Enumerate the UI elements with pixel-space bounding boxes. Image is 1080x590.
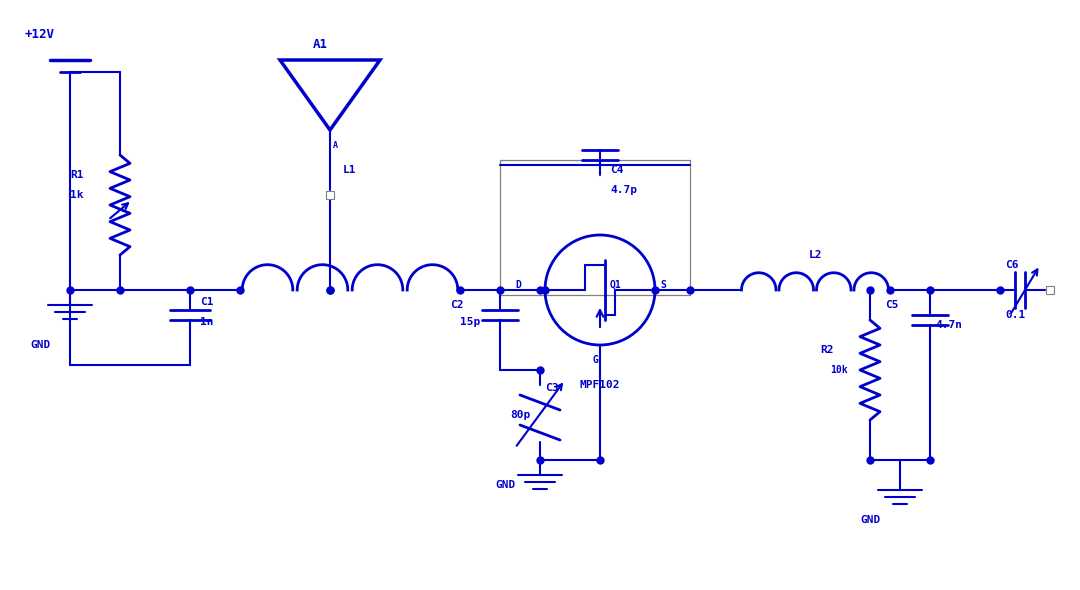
Text: S: S	[660, 280, 666, 290]
Text: 0.1: 0.1	[1005, 310, 1025, 320]
Text: C2: C2	[450, 300, 463, 310]
Text: R1: R1	[70, 170, 83, 180]
Text: C3: C3	[545, 383, 558, 393]
Text: C6: C6	[1005, 260, 1018, 270]
Bar	[1047, 286, 1054, 294]
Text: A: A	[333, 140, 337, 149]
Text: GND: GND	[860, 515, 880, 525]
Text: 80p: 80p	[510, 410, 530, 420]
Text: R2: R2	[820, 345, 834, 355]
Text: C4: C4	[610, 165, 623, 175]
Text: 15p: 15p	[460, 317, 481, 327]
Text: C1: C1	[200, 297, 214, 307]
Text: GND: GND	[30, 340, 51, 350]
Text: 1k: 1k	[70, 190, 83, 200]
Text: +12V: +12V	[25, 28, 55, 41]
Text: L2: L2	[808, 250, 822, 260]
Text: MPF102: MPF102	[580, 380, 620, 390]
Bar	[326, 191, 334, 199]
Text: L1: L1	[343, 165, 356, 175]
Text: 10k: 10k	[831, 365, 848, 375]
Text: 4.7n: 4.7n	[935, 320, 962, 330]
Text: G: G	[592, 355, 598, 365]
Text: GND: GND	[495, 480, 515, 490]
Text: D: D	[515, 280, 521, 290]
Text: Q1: Q1	[610, 280, 622, 290]
Text: C5: C5	[885, 300, 899, 310]
Text: 1n: 1n	[200, 317, 214, 327]
Text: 4.7p: 4.7p	[610, 185, 637, 195]
Text: A1: A1	[312, 38, 327, 51]
